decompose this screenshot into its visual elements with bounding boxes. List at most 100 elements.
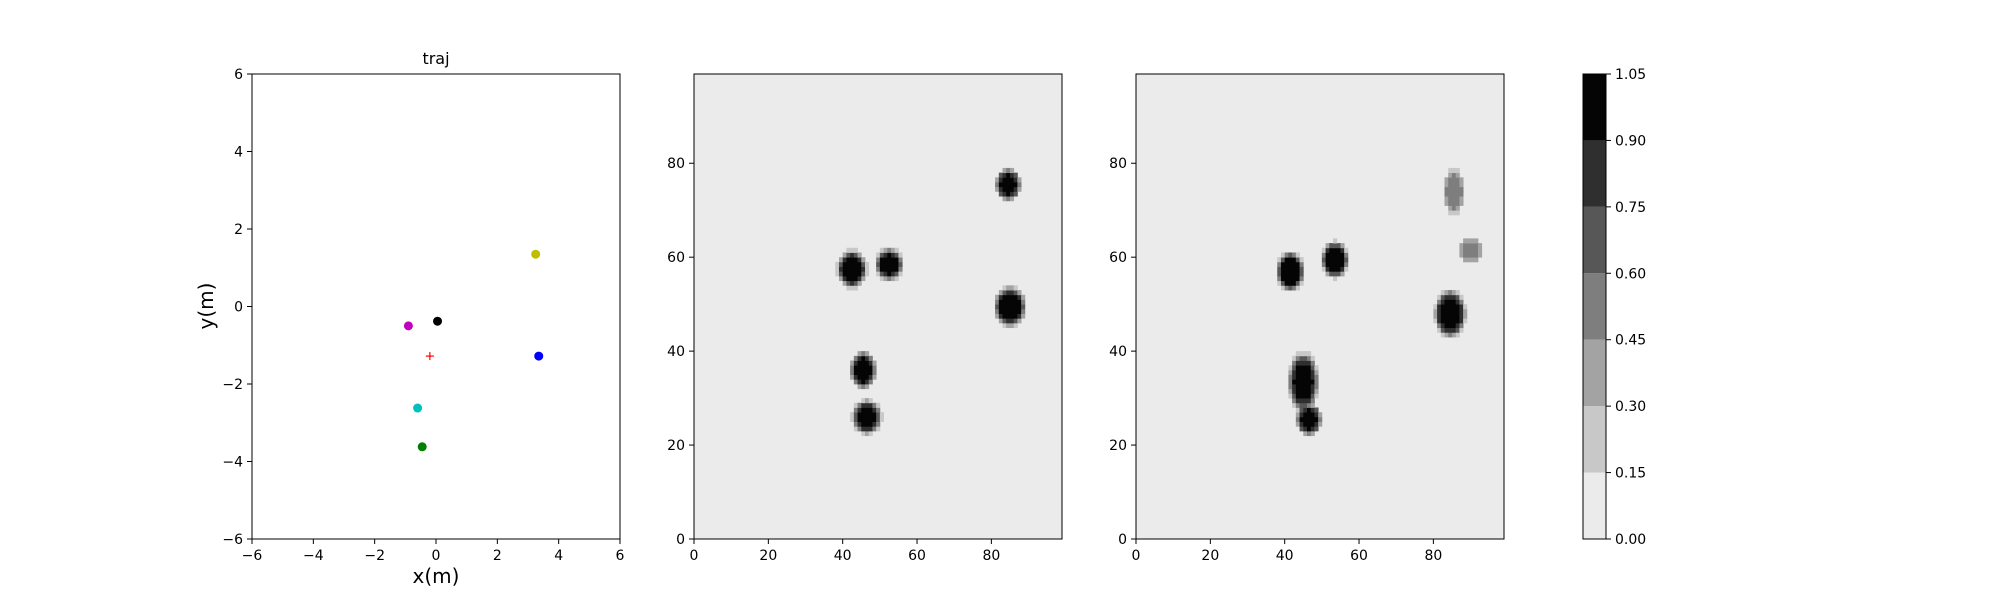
heatmap-2-cell (1444, 299, 1449, 305)
heatmap-1-cell (861, 365, 866, 371)
heatmap-1-cell (876, 426, 881, 432)
heatmap-1-cell (1013, 290, 1018, 296)
heatmap-2-cell (1455, 172, 1460, 178)
traj-xlabel: x(m) (413, 564, 460, 588)
heatmap-2-cell (1277, 275, 1282, 282)
heatmap-1-cell (861, 426, 866, 432)
heatmap-2-cell (1306, 421, 1312, 427)
heatmap-2-cell (1459, 299, 1464, 305)
heatmap-2-cell (1306, 374, 1312, 380)
heatmap-1-cell (876, 416, 881, 422)
heatmap-1-cell (1021, 304, 1026, 310)
heatmap-1-cell (850, 280, 855, 286)
heatmap-2-cell (1295, 374, 1300, 380)
heatmap-1-cell (879, 261, 884, 267)
heatmap-1-cell (1009, 182, 1015, 188)
heatmap-2-cell (1451, 200, 1457, 206)
heatmap-1-cell (864, 379, 870, 385)
heatmap-2-cell (1463, 252, 1468, 258)
heatmap-1-cell (894, 266, 899, 272)
heatmap-2-cell (1295, 379, 1300, 385)
heatmap-1-cell (1009, 186, 1015, 192)
heatmap-2-xtick-label: 0 (1132, 548, 1141, 564)
heatmap-2-cell (1448, 205, 1453, 211)
magenta-agent-point (403, 321, 413, 331)
robot-marker (425, 352, 434, 361)
heatmap-1-cell (1017, 299, 1022, 305)
heatmap-2-cell (1440, 294, 1445, 300)
heatmap-2-cell (1340, 271, 1345, 277)
heatmap-1-cell (1002, 304, 1007, 310)
heatmap-2-cell (1306, 407, 1312, 413)
heatmap-2-cell (1310, 430, 1315, 437)
heatmap-2-cell (1344, 261, 1349, 267)
heatmap-1-cell (891, 271, 896, 277)
heatmap-2-cell (1288, 379, 1293, 385)
heatmap-2-cell (1455, 191, 1460, 197)
heatmap-2-cell (1295, 355, 1300, 361)
heatmap-2-cell (1437, 308, 1442, 314)
heatmap-2-cell (1306, 402, 1312, 408)
heatmap-2-cell (1288, 252, 1293, 258)
heatmap-2-cell (1310, 416, 1315, 422)
heatmap-2-cell (1299, 365, 1304, 371)
heatmap-1-cell (998, 308, 1003, 314)
heatmap-1-cell (1006, 191, 1011, 197)
heatmap-1-cell (853, 421, 858, 427)
heatmap-2-cell (1455, 299, 1460, 305)
traj-ytick-label: 6 (234, 67, 243, 83)
heatmap-2-cell (1459, 313, 1464, 319)
heatmap-1-cell (850, 247, 855, 253)
heatmap-2-cell (1299, 271, 1304, 277)
traj-xtick-label: −2 (364, 548, 385, 564)
heatmap-1-cell (1006, 313, 1011, 319)
heatmap-2-cell (1295, 416, 1300, 422)
heatmap-1-cell (879, 416, 884, 422)
heatmap-1-ytick-label: 40 (667, 344, 685, 360)
heatmap-2-cell (1299, 374, 1304, 380)
heatmap-2-cell (1340, 261, 1345, 267)
heatmap-2-cell (1437, 313, 1442, 319)
heatmap-2-cell (1299, 355, 1304, 361)
heatmap-2-cell (1329, 271, 1334, 277)
heatmap-1-cell (891, 257, 896, 263)
heatmap-2-cell (1303, 351, 1308, 357)
heatmap-1-cell (887, 261, 892, 267)
heatmap-2-cell (1277, 271, 1282, 277)
heatmap-1-cell (1013, 299, 1018, 305)
heatmap-1-cell (876, 407, 881, 413)
heatmap-2-cell (1459, 243, 1464, 249)
heatmap-2-cell (1437, 299, 1442, 305)
heatmap-2-cell (1437, 322, 1442, 329)
colorbar-tick-label: 0.30 (1615, 399, 1646, 415)
heatmap-2-cell (1306, 360, 1312, 366)
heatmap-2-cell (1459, 252, 1464, 258)
heatmap-2-cell (1314, 369, 1319, 376)
heatmap-2-cell (1325, 261, 1330, 267)
heatmap-1-cell (842, 266, 847, 272)
heatmap-2-cell (1455, 308, 1460, 314)
heatmap-2-cell (1310, 355, 1315, 361)
heatmap-2-cell (1333, 257, 1338, 263)
heatmap-2-cell (1333, 243, 1338, 249)
heatmap-1-cell (838, 275, 844, 282)
colorbar-tick-label: 0.75 (1615, 200, 1646, 216)
heatmap-1-cell (850, 252, 855, 258)
heatmap-2-xtick-label: 60 (1350, 548, 1368, 564)
heatmap-1-cell (861, 421, 866, 427)
heatmap-1-cell (1021, 299, 1026, 305)
heatmap-1-cell (842, 275, 847, 282)
heatmap-1-cell (894, 275, 899, 282)
heatmap-1-cell (864, 261, 870, 267)
heatmap-2-cell (1295, 421, 1300, 427)
heatmap-1-cell (1006, 186, 1011, 192)
heatmap-1-cell (864, 407, 870, 413)
heatmap-1-cell (846, 280, 851, 286)
heatmap-2-cell (1336, 261, 1341, 267)
heatmap-1-cell (868, 379, 873, 385)
heatmap-1-cell (1017, 182, 1022, 188)
heatmap-2-cell (1310, 426, 1315, 432)
heatmap-1-cell (1009, 290, 1015, 296)
heatmap-1-cell (868, 402, 873, 408)
heatmap-2-cell (1336, 243, 1341, 249)
